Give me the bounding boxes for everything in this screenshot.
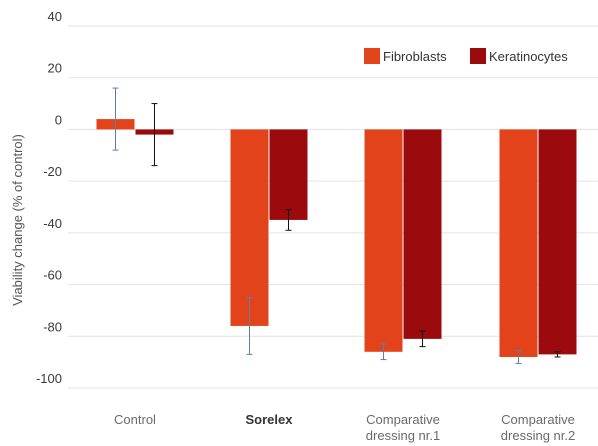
y-tick-label: 0 <box>55 112 62 127</box>
x-axis-categories: Control Sorelex Comparative dressing nr.1 Co… <box>114 412 575 443</box>
category-label: Comparative dressing nr.1 <box>366 412 440 443</box>
error-bar-keratinocytes-0 <box>151 103 158 167</box>
legend-swatch-fibroblasts <box>364 48 380 64</box>
legend-label-keratinocytes: Keratinocytes <box>489 49 568 64</box>
bars <box>96 119 577 357</box>
y-tick-label: -40 <box>43 216 62 231</box>
error-bar-keratinocytes-2 <box>419 330 426 348</box>
error-bar-fibroblasts-0 <box>112 87 119 151</box>
error-bar-fibroblasts-3 <box>515 350 522 364</box>
legend-label-fibroblasts: Fibroblasts <box>383 49 447 64</box>
y-tick-label: -80 <box>43 319 62 334</box>
bar-keratinocytes-1 <box>269 129 308 220</box>
bar-keratinocytes-3 <box>538 129 577 355</box>
error-bar-keratinocytes-3 <box>554 351 561 358</box>
y-tick-label: 20 <box>48 61 62 76</box>
y-tick-label: 40 <box>48 9 62 24</box>
y-tick-label: -20 <box>43 164 62 179</box>
bar-fibroblasts-1 <box>230 129 269 326</box>
bar-fibroblasts-3 <box>499 129 538 357</box>
legend-swatch-keratinocytes <box>470 48 486 64</box>
legend: Fibroblasts Keratinocytes <box>364 48 568 64</box>
category-label: Control <box>114 412 156 427</box>
y-axis-ticks: 40 20 0 -20 -40 -60 -80 -100 <box>36 9 62 386</box>
y-tick-label: -60 <box>43 268 62 283</box>
error-bars <box>112 87 561 364</box>
error-bar-fibroblasts-2 <box>380 343 387 361</box>
error-bar-fibroblasts-1 <box>246 297 253 355</box>
category-label: Sorelex <box>246 412 294 427</box>
y-tick-label: -100 <box>36 371 62 386</box>
category-label: Comparative dressing nr.2 <box>501 412 575 443</box>
y-axis-label: Viability change (% of control) <box>10 134 25 306</box>
bar-fibroblasts-2 <box>364 129 403 352</box>
bar-keratinocytes-2 <box>403 129 442 339</box>
error-bar-keratinocytes-1 <box>285 209 292 231</box>
